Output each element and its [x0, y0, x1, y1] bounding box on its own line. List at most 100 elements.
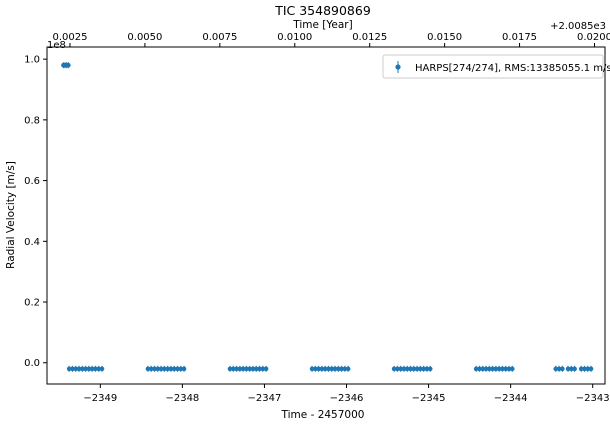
data-point: [309, 366, 315, 372]
data-point: [421, 366, 426, 372]
top-x-tick-label: 0.0075: [202, 32, 237, 43]
data-point: [509, 366, 515, 372]
data-point: [83, 366, 88, 372]
data-point: [336, 366, 341, 372]
data-point: [73, 366, 79, 372]
data-point: [250, 366, 256, 372]
data-point: [418, 366, 423, 372]
data-point: [588, 366, 594, 372]
data-point: [326, 366, 331, 372]
data-point: [473, 366, 479, 372]
data-point: [493, 366, 499, 372]
data-point: [165, 366, 170, 372]
x-tick-label: −2349: [83, 393, 117, 404]
data-point: [86, 366, 92, 372]
data-point: [556, 366, 562, 372]
data-point: [171, 366, 177, 372]
data-point: [66, 62, 71, 68]
data-point: [408, 366, 413, 372]
legend: HARPS[274/274], RMS:13385055.1 m/s: [382, 54, 610, 79]
data-point: [227, 366, 233, 372]
data-point: [175, 366, 180, 372]
top-x-tick-label: 0.0150: [427, 32, 462, 43]
data-point: [313, 366, 318, 372]
x-tick-label: −2343: [576, 393, 610, 404]
data-point: [240, 366, 246, 372]
data-point: [585, 366, 591, 372]
data-point: [329, 366, 335, 372]
data-point: [427, 366, 433, 372]
top-x-tick-label: 0.0175: [502, 32, 537, 43]
data-point: [162, 366, 167, 372]
data-point: [560, 366, 565, 372]
data-point: [168, 366, 174, 372]
data-point: [486, 366, 492, 372]
top-x-tick-label: 0.0200: [577, 32, 610, 43]
data-point: [411, 366, 417, 372]
top-x-offset-text: +2.0085e3: [550, 21, 606, 32]
data-point: [253, 366, 259, 372]
data-point: [89, 366, 95, 372]
data-point: [257, 366, 262, 372]
data-point: [155, 366, 161, 372]
data-point: [345, 366, 351, 372]
data-point: [391, 366, 397, 372]
data-point: [148, 366, 154, 372]
data-point: [319, 366, 325, 372]
data-point: [247, 366, 252, 372]
data-point: [503, 366, 509, 372]
data-point: [237, 366, 243, 372]
top-x-tick-label: 0.0050: [127, 32, 162, 43]
data-point: [66, 366, 72, 372]
data-point: [158, 366, 164, 372]
data-point: [76, 366, 82, 372]
data-point: [70, 366, 75, 372]
x-axis-title: Time - 2457000: [281, 409, 365, 421]
data-point: [565, 366, 571, 372]
data-point: [322, 366, 328, 372]
data-point: [490, 366, 495, 372]
data-point: [395, 366, 400, 372]
data-point: [178, 366, 184, 372]
data-point: [342, 366, 348, 372]
x-tick-label: −2348: [165, 393, 199, 404]
data-point: [99, 366, 105, 372]
legend-label: HARPS[274/274], RMS:13385055.1 m/s: [415, 63, 610, 74]
x-tick-label: −2345: [412, 393, 446, 404]
data-point: [230, 366, 236, 372]
data-point: [260, 366, 266, 372]
data-point: [398, 366, 403, 372]
top-x-tick-label: 0.0025: [52, 32, 87, 43]
y-axis-title: Radial Velocity [m/s]: [5, 161, 17, 269]
y-tick-label: 1.0: [24, 55, 40, 66]
plot-frame: [46, 46, 606, 385]
data-point: [480, 366, 486, 372]
data-point: [414, 366, 420, 372]
data-point: [234, 366, 239, 372]
data-point: [263, 366, 269, 372]
data-point: [424, 366, 430, 372]
top-x-tick-label: 0.0125: [352, 32, 387, 43]
data-point: [569, 366, 574, 372]
data-point: [93, 366, 98, 372]
data-point: [572, 366, 577, 372]
data-point: [152, 366, 157, 372]
y-tick-label: 0.6: [24, 176, 40, 187]
y-tick-label: 0.2: [24, 298, 40, 309]
plot-area: −2349 −2348 −2347 −2346 −2345 −2344 −2343 0.0 0.…: [24, 32, 610, 404]
legend-marker: [395, 64, 401, 70]
data-point: [79, 366, 85, 372]
data-point: [483, 366, 489, 372]
legend-box: [382, 54, 604, 79]
data-point: [332, 366, 338, 372]
y-tick-label: 0.4: [24, 237, 40, 248]
data-point: [500, 366, 505, 372]
data-point: [339, 366, 344, 372]
data-point: [244, 366, 249, 372]
data-point: [477, 366, 482, 372]
data-point: [401, 366, 407, 372]
top-x-axis-title: Time [Year]: [292, 19, 352, 31]
data-point: [181, 366, 187, 372]
x-tick-label: −2346: [330, 393, 364, 404]
x-tick-label: −2347: [248, 393, 282, 404]
